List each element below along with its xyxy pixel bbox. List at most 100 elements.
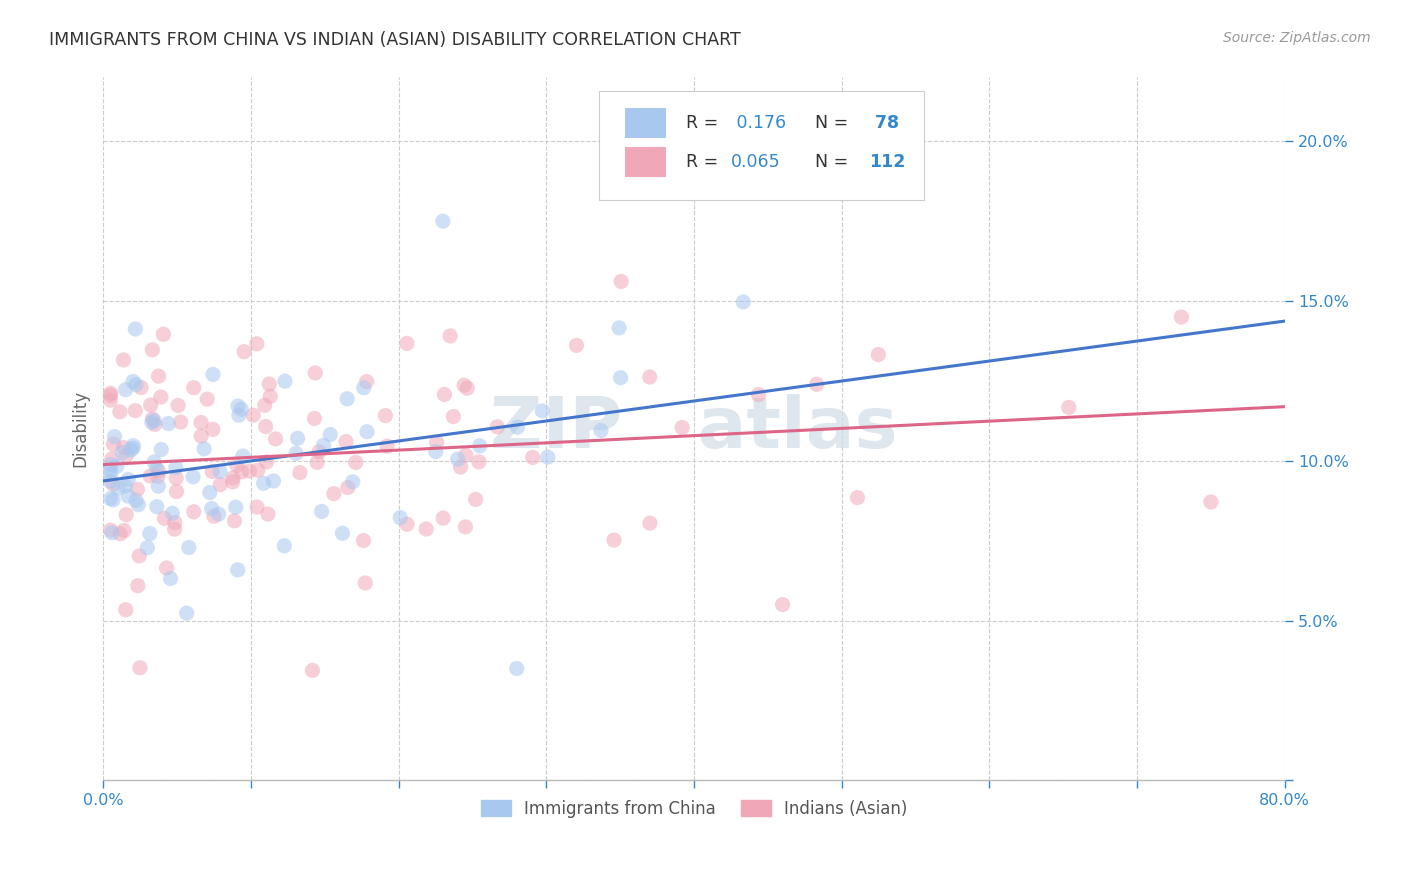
Point [1057,401,1080,415]
Point [100,386,122,401]
Point [262,474,284,488]
Point [115,508,138,522]
Point [114,603,136,617]
Point [432,511,454,525]
Point [157,417,180,431]
Point [208,465,231,479]
Point [589,424,612,438]
Point [139,526,162,541]
Point [200,501,222,516]
Point [111,445,134,459]
Point [100,523,122,537]
Text: IMMIGRANTS FROM CHINA VS INDIAN (ASIAN) DISABILITY CORRELATION CHART: IMMIGRANTS FROM CHINA VS INDIAN (ASIAN) … [49,31,741,49]
Point [114,383,136,397]
Point [242,408,264,422]
Point [152,327,174,342]
Point [246,463,269,477]
Text: ZIP   atlas: ZIP atlas [491,394,897,463]
Point [124,322,146,336]
Point [441,409,464,424]
Point [450,460,472,475]
Point [301,664,323,678]
Point [772,598,794,612]
Point [148,479,170,493]
Point [129,381,152,395]
Point [183,381,205,395]
Legend: Immigrants from China, Indians (Asian): Immigrants from China, Indians (Asian) [474,793,914,825]
Point [143,414,166,428]
Point [332,526,354,541]
Point [121,441,143,455]
Point [232,449,254,463]
Point [806,377,828,392]
Point [304,366,326,380]
Point [136,541,159,555]
Point [148,464,170,478]
Point [454,448,477,462]
Point [222,471,245,485]
Point [638,370,661,384]
Point [304,411,326,425]
Point [101,451,124,466]
Point [143,417,166,432]
Point [609,370,631,384]
FancyBboxPatch shape [626,147,665,177]
Point [100,463,122,477]
Point [198,485,221,500]
Text: 112: 112 [869,153,905,170]
Point [163,516,186,530]
Point [202,368,225,382]
Point [274,374,297,388]
FancyBboxPatch shape [626,108,665,138]
Point [607,321,630,335]
Point [153,511,176,525]
Point [226,563,249,577]
Point [129,661,152,675]
Point [100,474,122,488]
Point [108,526,131,541]
Point [285,446,308,460]
Point [353,533,375,548]
Point [246,336,269,351]
Point [425,444,447,458]
Point [259,389,281,403]
Point [125,377,148,392]
Point [671,420,693,434]
Y-axis label: Disability: Disability [72,391,89,467]
Point [122,439,145,453]
Point [356,425,378,439]
Point [336,481,359,495]
Point [254,419,277,434]
Point [311,504,333,518]
Point [169,415,191,429]
Point [748,387,770,401]
Point [165,471,187,485]
Point [846,491,869,505]
Point [141,416,163,430]
Point [166,484,188,499]
Point [101,477,124,491]
Point [342,475,364,489]
Point [107,481,129,495]
Point [319,427,342,442]
Point [155,561,177,575]
Point [100,467,122,482]
Point [257,507,280,521]
Point [165,460,187,475]
Point [143,455,166,469]
Point [139,469,162,483]
Point [638,516,661,530]
Point [190,416,212,430]
Point [396,517,419,532]
Point [145,462,167,476]
Text: 0.176: 0.176 [731,114,786,132]
Point [127,498,149,512]
Point [141,343,163,357]
Point [322,486,344,500]
Point [522,450,544,465]
Point [1170,310,1192,324]
Point [127,579,149,593]
Point [195,392,218,406]
Point [456,381,478,395]
Point [256,455,278,469]
